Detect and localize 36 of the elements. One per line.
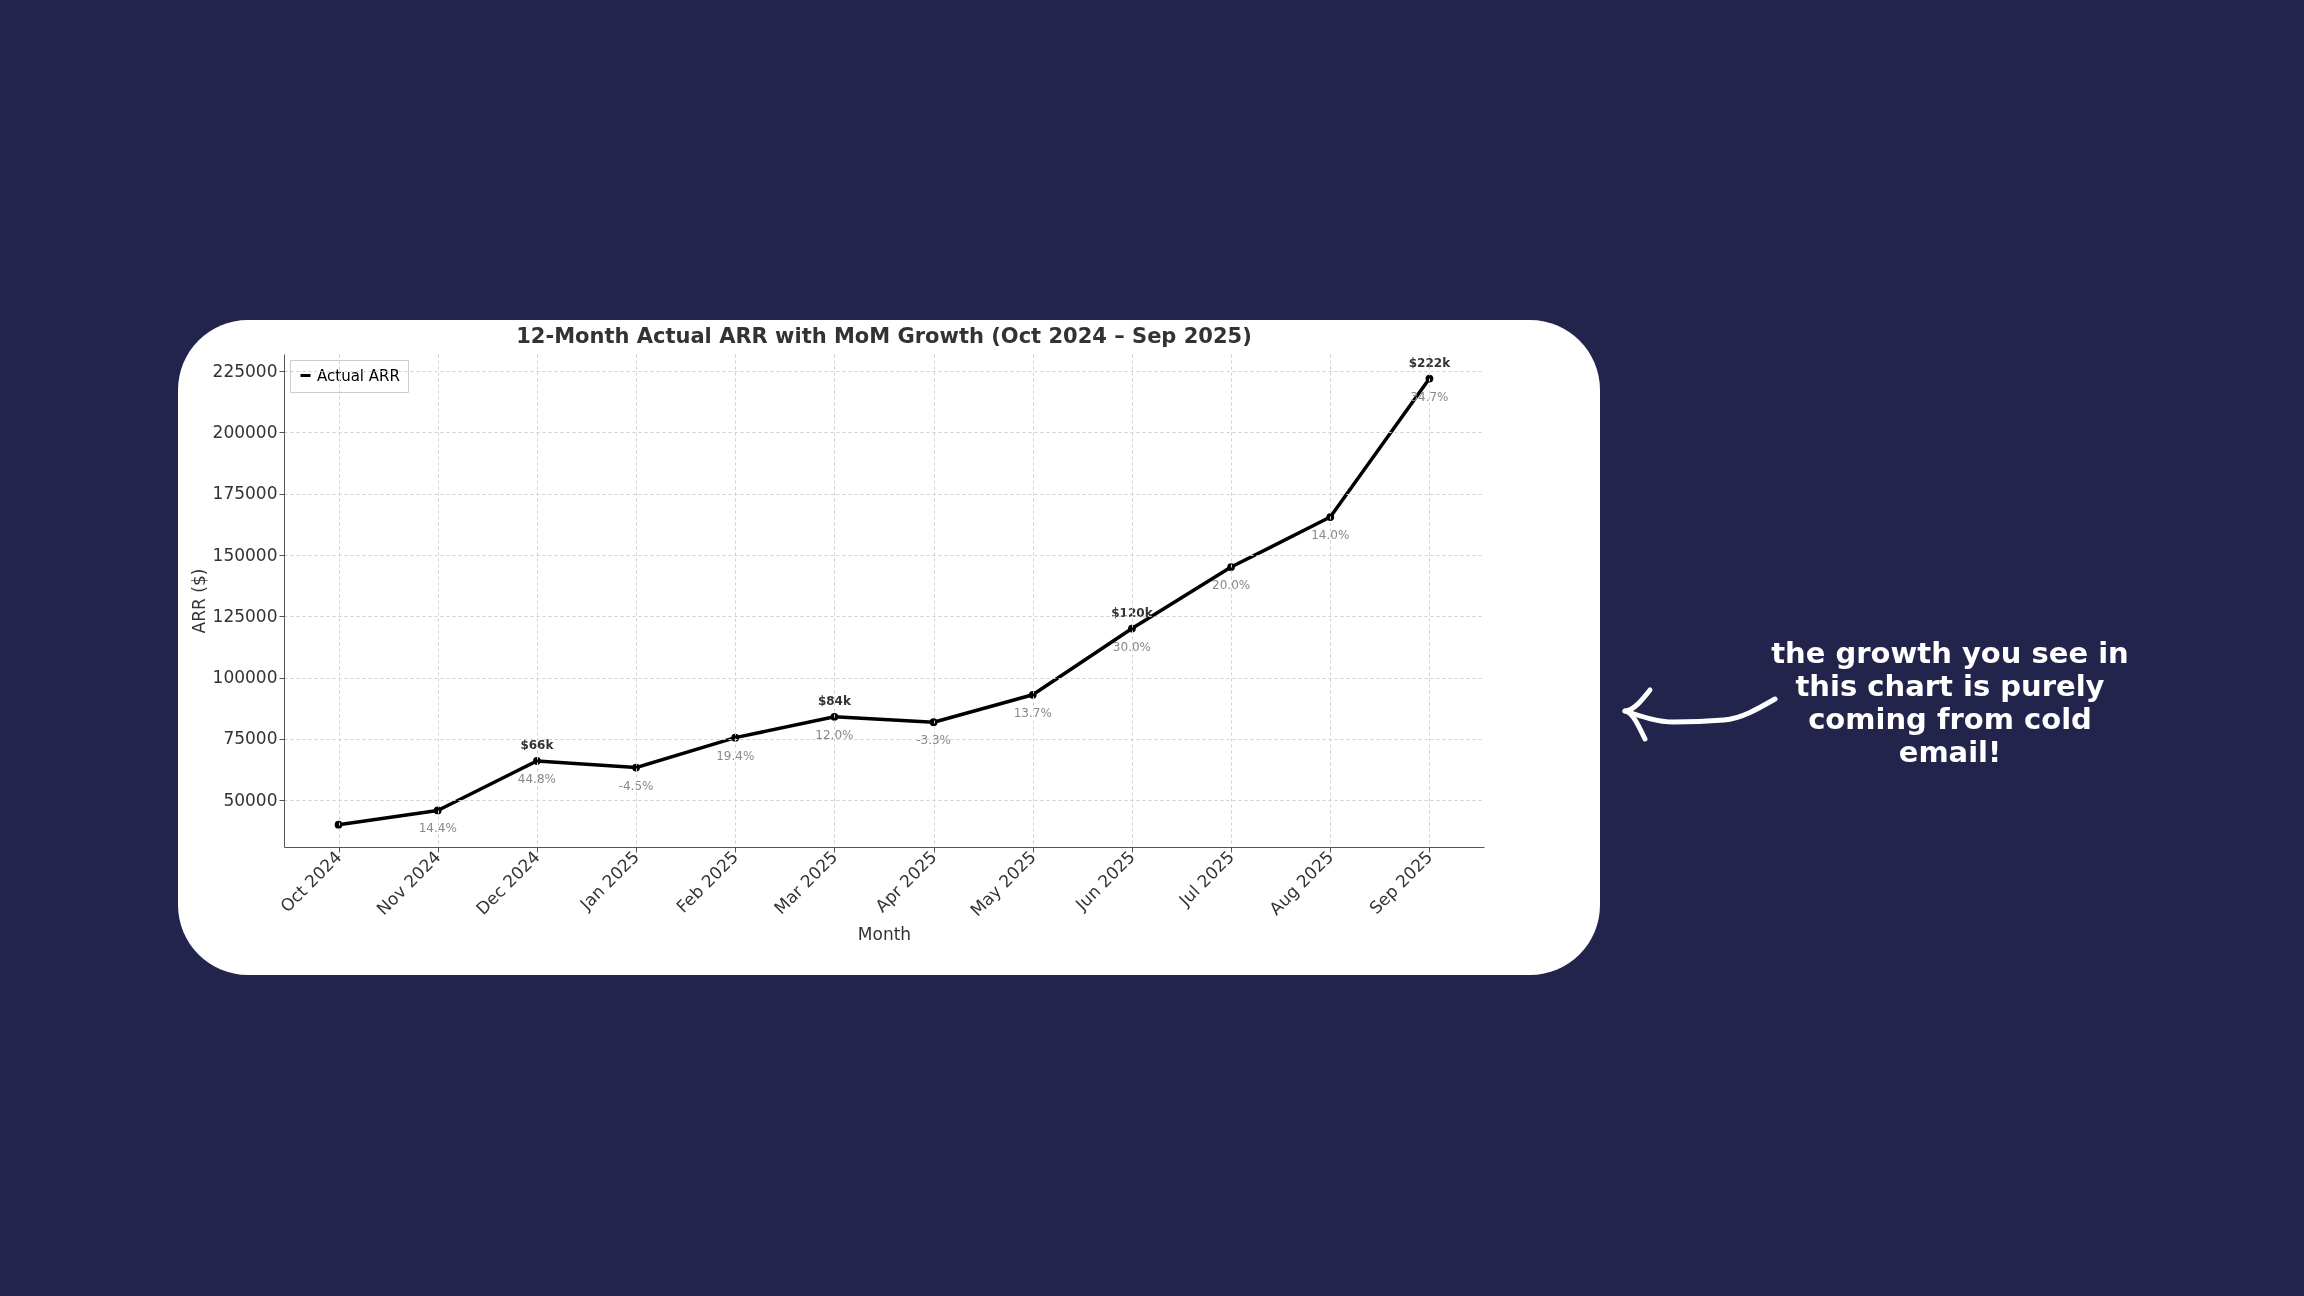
point <box>334 820 343 829</box>
point <box>1128 624 1136 633</box>
legend-label: Actual ARR <box>317 366 400 385</box>
annotation: -4.5% <box>618 778 654 793</box>
annotation: 13.7% <box>1013 705 1052 720</box>
point <box>533 757 541 765</box>
y-axis-title: ARR ($) <box>188 568 209 634</box>
data-label: $84k <box>817 693 852 708</box>
annotation: 19.4% <box>716 748 755 763</box>
point <box>632 763 640 772</box>
annotation: 20.0% <box>1212 578 1251 593</box>
y-tick-label: 50000 <box>223 789 278 810</box>
point <box>1326 513 1335 521</box>
point <box>929 718 938 727</box>
point <box>1028 690 1037 699</box>
annotation: 14.0% <box>1311 528 1350 543</box>
y-tick-label: 175000 <box>212 483 278 504</box>
annotation: -3.3% <box>916 733 951 748</box>
text: the growth you see in this chart is purely coming from cold email! <box>1771 636 2129 769</box>
chart-title: 12-Month Actual ARR with MoM Growth (Oct 2024 – Sep 2025) <box>516 324 1252 348</box>
x-axis-title: Month <box>857 924 912 945</box>
y-tick-label: 100000 <box>212 667 278 688</box>
point <box>1227 563 1235 571</box>
y-tick-label: 225000 <box>212 360 278 381</box>
y-tick-label: 75000 <box>223 728 278 749</box>
annotation: 30.0% <box>1112 639 1151 654</box>
annotation: 44.8% <box>517 771 556 786</box>
y-tick-label: 200000 <box>212 421 278 442</box>
y-tick-label: 150000 <box>212 544 278 565</box>
y-tick-label: 125000 <box>212 605 278 626</box>
annotation: 14.4% <box>418 821 457 836</box>
annotation: 12.0% <box>815 727 854 742</box>
data-label: $222k <box>1408 355 1452 370</box>
data-label: $66k <box>520 737 555 752</box>
point <box>830 712 839 721</box>
point <box>433 806 442 815</box>
